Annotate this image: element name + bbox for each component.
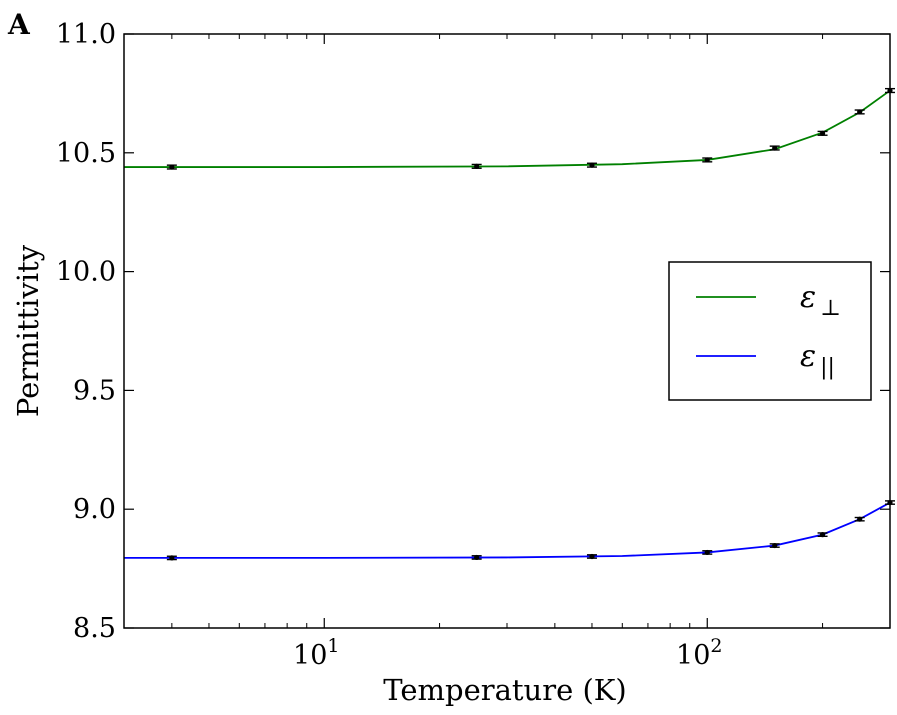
data-marker	[474, 163, 480, 169]
legend-box	[668, 261, 872, 401]
series-line-1	[124, 501, 891, 559]
data-marker	[772, 542, 778, 549]
data-marker	[589, 162, 595, 168]
data-point	[769, 542, 780, 549]
data-point	[471, 554, 482, 561]
x-tick-exponent: 1	[327, 635, 339, 657]
data-marker	[589, 553, 595, 560]
data-point	[769, 145, 780, 151]
y-tick-label: 9.5	[73, 375, 116, 406]
data-point	[854, 109, 865, 115]
x-axis-label: Temperature (K)	[383, 673, 627, 707]
y-tick-label: 10.0	[56, 257, 116, 288]
legend-symbol: ε	[800, 339, 816, 374]
legend-label-1: ε ||	[800, 339, 835, 380]
data-point	[702, 157, 713, 163]
y-tick-label: 10.5	[56, 138, 116, 169]
data-point	[817, 130, 828, 136]
x-tick-base: 10	[293, 640, 327, 671]
legend-subscript: ⊥	[820, 296, 841, 321]
x-tick-base: 10	[676, 640, 710, 671]
legend: ε ⊥ε ||	[668, 261, 872, 401]
y-tick-label: 11.0	[56, 19, 116, 50]
data-point	[817, 532, 828, 538]
legend-symbol: ε	[800, 280, 816, 315]
x-axis: 101 102	[123, 34, 891, 671]
data-point	[702, 549, 713, 556]
x-tick-label: 102	[676, 635, 722, 671]
y-axis: 8.5 9.0 9.5 10.0 10.5 11.0	[56, 19, 890, 644]
data-marker	[704, 157, 710, 163]
data-point	[166, 164, 177, 170]
data-point	[166, 555, 177, 561]
y-axis-label: Permittivity	[11, 244, 45, 417]
data-marker	[704, 549, 710, 556]
legend-label-0: ε ⊥	[800, 280, 841, 321]
data-point	[586, 553, 597, 560]
series-line-0	[124, 89, 891, 168]
data-point	[854, 516, 865, 522]
data-marker	[819, 532, 826, 538]
data-marker	[857, 516, 863, 522]
legend-subscript: ||	[820, 355, 835, 380]
data-marker	[474, 554, 480, 561]
y-tick-label: 8.5	[73, 613, 116, 644]
data-point	[586, 162, 597, 168]
x-tick-label: 101	[293, 635, 339, 671]
y-tick-label: 9.0	[73, 494, 116, 525]
data-marker	[169, 164, 175, 170]
data-marker	[819, 130, 826, 136]
data-marker	[772, 145, 778, 151]
panel-label: A	[7, 8, 31, 41]
data-point	[471, 163, 482, 169]
data-marker	[857, 109, 863, 115]
x-tick-exponent: 2	[710, 635, 722, 657]
data-marker	[169, 555, 175, 561]
